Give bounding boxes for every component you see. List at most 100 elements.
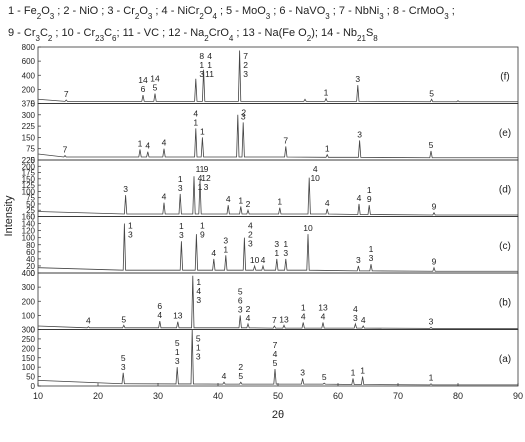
peak-label: 4 [207, 51, 212, 61]
peak-label: 3 [204, 182, 209, 192]
peak-label: 4 [211, 248, 216, 258]
peak-label: 3 [356, 255, 361, 265]
y-axis-label: Intensity [3, 195, 15, 236]
x-tick-label: 10 [33, 391, 43, 401]
y-tick-label: 375 [22, 100, 36, 109]
xrd-trace [37, 223, 518, 272]
y-tick-label: 300 [22, 326, 36, 335]
peak-label: 3 [238, 304, 243, 314]
peak-label: 6 [238, 295, 243, 305]
peak-label: 4 [313, 164, 318, 174]
peak-label: 5 [429, 140, 434, 150]
peak-label: 3 [248, 239, 253, 249]
y-tick-label: 225 [22, 122, 36, 131]
peak-label: 3 [178, 183, 183, 193]
peak-label: 2 [246, 199, 251, 209]
peak-label: 3 [355, 74, 360, 84]
peak-label: 4 [321, 311, 326, 321]
peak-label: 3 [357, 129, 362, 139]
peak-label: 9 [432, 257, 437, 267]
peak-label: 4 [325, 198, 330, 208]
peak-label: 3 [243, 69, 248, 79]
y-tick-label: 300 [22, 283, 36, 292]
panel-frame [37, 103, 519, 161]
x-tick-label: 70 [393, 391, 403, 401]
peak-label: 5 [322, 372, 327, 382]
peak-label: 3 [369, 253, 374, 263]
x-tick-label: 90 [513, 391, 523, 401]
peak-label: 3 [123, 184, 128, 194]
peak-label: 4 [248, 221, 253, 231]
peak-label: 1 [223, 244, 228, 254]
peak-label: 5 [153, 83, 158, 93]
peak-label: 1 [274, 248, 279, 258]
panel-frame [37, 159, 519, 217]
peak-label: 9 [204, 164, 209, 174]
peak-label: 3 [128, 230, 133, 240]
y-tick-label: 100 [22, 234, 36, 243]
y-tick-label: 20 [26, 262, 35, 271]
peak-label: 14 [150, 74, 160, 84]
peak-label: 7 [64, 89, 69, 99]
y-tick-label: 400 [22, 71, 36, 80]
peak-label: 2 [246, 304, 251, 314]
peak-label: 1 [196, 277, 201, 287]
peak-label: 4 [361, 315, 366, 325]
panel-label: (d) [499, 184, 511, 195]
peak-label: 1 [283, 239, 288, 249]
legend-line: 9 - Cr3C2 ; 10 - Cr23C6; 11 - VC ; 12 - … [8, 27, 378, 43]
panel-frame [37, 329, 519, 387]
x-tick-label: 50 [273, 391, 283, 401]
peak-label: 4 [162, 192, 167, 202]
legend-line: 1 - Fe2O3 ; 2 - NiO ; 3 - Cr2O3 ; 4 - Ni… [8, 5, 455, 21]
peak-label: 3 [179, 230, 184, 240]
peak-label: 4 [353, 304, 358, 314]
peak-label: 13 [318, 302, 328, 312]
y-tick-label: 0 [31, 100, 36, 109]
peak-label: 3 [283, 248, 288, 258]
peak-label: 1 [277, 197, 282, 207]
peak-label: 2 [238, 362, 243, 372]
peak-label: 3 [223, 235, 228, 245]
y-tick-label: 80 [26, 241, 35, 250]
y-tick-label: 300 [22, 111, 36, 120]
x-tick-label: 20 [93, 391, 103, 401]
peak-label: 5 [238, 286, 243, 296]
peak-label: 3 [274, 239, 279, 249]
peak-label: 1 [128, 221, 133, 231]
y-tick-label: 100 [22, 311, 36, 320]
peak-label: 4 [246, 313, 251, 323]
y-tick-label: 25 [26, 206, 35, 215]
x-tick-label: 60 [333, 391, 343, 401]
peak-label: 1 [199, 60, 204, 70]
y-tick-label: 0 [31, 156, 36, 165]
peak-label: 1 [301, 302, 306, 312]
y-tick-label: 800 [22, 43, 36, 52]
peak-label: 1 [179, 221, 184, 231]
y-tick-label: 100 [22, 187, 36, 196]
peak-label: 7 [273, 340, 278, 350]
panel-label: (b) [499, 297, 511, 308]
xrd-trace [37, 114, 518, 159]
peak-label: 10 [250, 255, 260, 265]
peak-label: 2 [248, 230, 253, 240]
x-tick-label: 80 [453, 391, 463, 401]
y-tick-label: 600 [22, 57, 36, 66]
x-tick-label: 40 [213, 391, 223, 401]
xrd-trace [37, 275, 518, 329]
y-tick-label: 140 [22, 220, 36, 229]
peak-label: 6 [141, 84, 146, 94]
peak-label: 3 [196, 295, 201, 305]
x-tick-label: 30 [153, 391, 163, 401]
peak-label: 1 [360, 366, 365, 376]
x-axis-label: 2θ [272, 409, 284, 421]
peak-label: 10 [310, 173, 320, 183]
y-tick-label: 0 [31, 269, 36, 278]
peak-label: 1 [207, 60, 212, 70]
xrd-trace [37, 329, 518, 386]
peak-label: 1 [324, 88, 329, 98]
y-tick-label: 200 [22, 162, 36, 171]
y-tick-label: 0 [31, 382, 36, 391]
